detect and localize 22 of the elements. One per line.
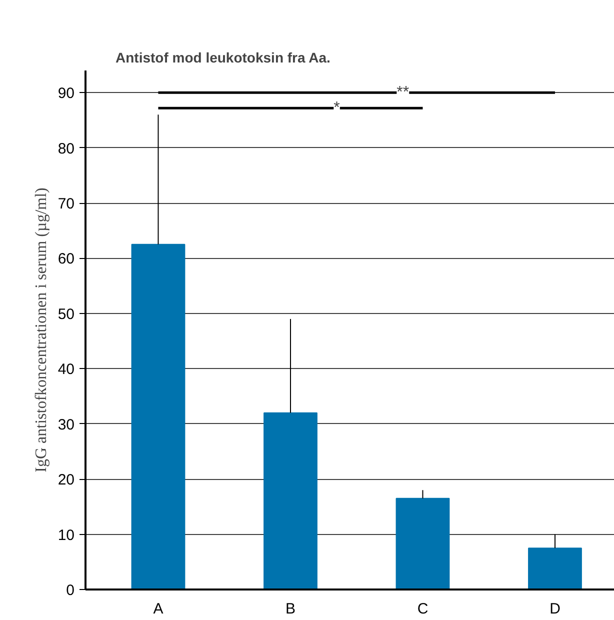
bar bbox=[528, 548, 582, 590]
y-tick-label: 30 bbox=[58, 416, 75, 434]
y-tick-label: 60 bbox=[58, 250, 75, 268]
y-tick-label: 0 bbox=[66, 582, 74, 599]
y-tick-label: 80 bbox=[58, 140, 75, 158]
chart-title: Antistof mod leukotoksin fra Aa. bbox=[116, 50, 330, 66]
annotation: * bbox=[334, 100, 340, 117]
bar bbox=[264, 412, 318, 590]
y-tick-label: 40 bbox=[58, 361, 75, 378]
x-tick-label: C bbox=[417, 600, 428, 618]
x-tick-label: A bbox=[153, 600, 164, 618]
annotation: ** bbox=[396, 84, 410, 102]
y-tick-label: 50 bbox=[58, 306, 75, 323]
bar bbox=[396, 498, 450, 590]
y-tick-label: 70 bbox=[58, 196, 75, 213]
y-tick-label: 20 bbox=[58, 472, 75, 489]
y-tick-label: 10 bbox=[58, 526, 75, 544]
x-tick-label: B bbox=[285, 600, 296, 618]
y-tick-label: 90 bbox=[58, 85, 75, 102]
x-tick-label: D bbox=[550, 600, 561, 618]
y-axis-title: IgG antistofkoncentrationen i serum (µg/ml) bbox=[32, 188, 50, 472]
bar bbox=[131, 244, 186, 590]
